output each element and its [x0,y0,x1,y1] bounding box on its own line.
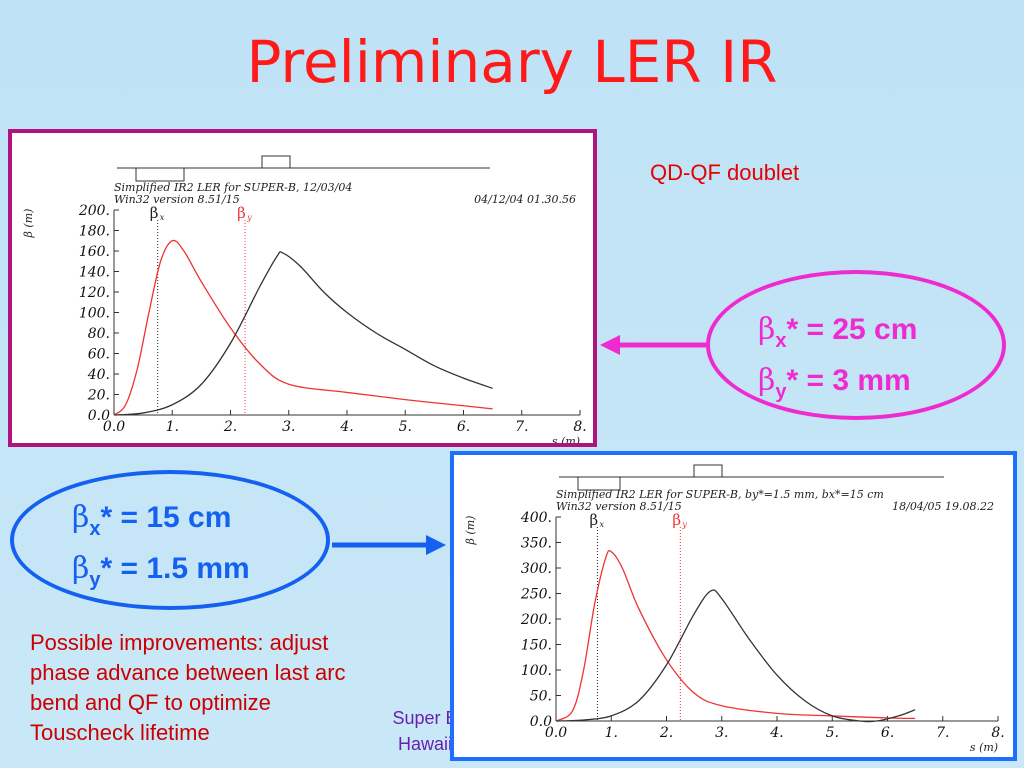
callout-top-line-1: βx* = 25 cm [758,312,918,352]
x-tick-label: 7. [936,725,949,741]
y-tick-label: 100. [521,663,552,679]
doublet-note: QD-QF doublet [650,160,800,185]
y-tick-label: 250. [520,587,552,603]
magnet-box [261,155,291,169]
magnet-box [135,167,185,182]
x-axis-label: s (m) [552,435,580,443]
footer-line: Hawaii [397,734,453,754]
beta-chart-bottom: Simplified IR2 LER for SUPER-B, by*=1.5 … [464,464,1005,754]
y-tick-label: 40. [87,367,110,383]
x-axis-label: s (m) [970,741,998,754]
y-tick-label: 0.0 [530,714,552,730]
beta-marker-label: β [589,511,598,529]
y-tick-label: 80. [88,326,110,342]
x-tick-label: 3. [715,725,728,741]
y-axis-label: β (m) [464,516,477,546]
y-tick-label: 20. [87,388,110,404]
y-tick-label: 300. [521,561,552,577]
x-tick-label: 1. [166,419,179,435]
beta-x-line [113,239,493,416]
x-tick-label: 0.0 [103,419,125,435]
footer-text: Super B Hawaii [380,705,470,757]
y-tick-label: 50. [530,689,552,705]
x-tick-label: 4. [339,419,353,435]
magnet-box [693,464,723,478]
beta-y-line [555,589,916,723]
callout-bottom-line-1: βx* = 15 cm [72,500,232,540]
beta-y-line [113,251,493,416]
improvements-line: Possible improvements: adjust [30,630,329,655]
x-tick-label: 6. [457,419,470,435]
y-tick-label: 0.0 [88,408,110,424]
x-tick-label: 8. [573,419,586,435]
y-tick-label: 140. [79,265,110,281]
y-tick-label: 400. [520,510,552,526]
y-tick-label: 350. [521,536,552,552]
callout-15cm-1-5mm: βx* = 15 cm βy* = 1.5 mm [10,470,330,610]
beta-marker-sub: y [246,213,252,222]
x-tick-label: 2. [223,419,237,435]
improvements-text: Possible improvements: adjust phase adva… [30,628,430,748]
callout-top-line-2: βy* = 3 mm [758,363,911,403]
beta-marker-label: β [150,204,159,222]
chart-header: Simplified IR2 LER for SUPER-B, by*=1.5 … [556,488,884,501]
x-tick-label: 3. [282,419,295,435]
chart-timestamp: 18/04/05 19.08.22 [892,500,994,513]
x-tick-label: 7. [515,419,528,435]
page-title: Preliminary LER IR [246,28,778,96]
x-tick-label: 0.0 [545,725,567,741]
callout-bottom-line-2: βy* = 1.5 mm [72,551,250,591]
improvements-line: phase advance between last arc [30,660,346,685]
beta-chart-top: Simplified IR2 LER for SUPER-B, 12/03/04… [22,155,587,443]
y-tick-label: 200. [520,612,552,628]
y-tick-label: 150. [521,638,552,654]
y-tick-label: 200. [78,203,110,219]
beta-x-line [555,549,916,722]
beta-marker-label: β [237,204,246,222]
improvements-line: Touscheck lifetime [30,720,210,745]
arrow-to-top-plot [600,335,706,355]
beta-marker-label: β [672,511,681,529]
magnet-box [577,476,621,491]
beta-marker-sub: x [599,520,604,529]
improvements-line: bend and QF to optimize [30,690,271,715]
y-tick-label: 180. [79,224,110,240]
y-tick-label: 100. [79,306,110,322]
x-tick-label: 5. [399,419,412,435]
x-tick-label: 8. [991,725,1004,741]
callout-25cm-3mm: βx* = 25 cm βy* = 3 mm [706,270,1006,420]
beta-plot-bottom: Simplified IR2 LER for SUPER-B, by*=1.5 … [450,451,1017,761]
chart-timestamp: 04/12/04 01.30.56 [474,193,576,206]
y-axis-label: β (m) [22,209,35,239]
x-tick-label: 2. [659,725,673,741]
arrow-to-bottom-plot [332,535,446,555]
x-tick-label: 5. [826,725,839,741]
beta-plot-top: Simplified IR2 LER for SUPER-B, 12/03/04… [8,129,597,447]
footer-line: Super B [392,708,458,728]
chart-version: Win32 version 8.51/15 [556,500,682,513]
x-tick-label: 4. [769,725,783,741]
beta-marker-sub: y [681,520,687,529]
x-tick-label: 1. [605,725,618,741]
beta-marker-sub: x [160,213,165,222]
y-tick-label: 160. [79,244,110,260]
x-tick-label: 6. [881,725,894,741]
chart-version: Win32 version 8.51/15 [114,193,240,206]
chart-header: Simplified IR2 LER for SUPER-B, 12/03/04 [114,181,352,194]
y-tick-label: 120. [79,285,110,301]
y-tick-label: 60. [88,347,110,363]
